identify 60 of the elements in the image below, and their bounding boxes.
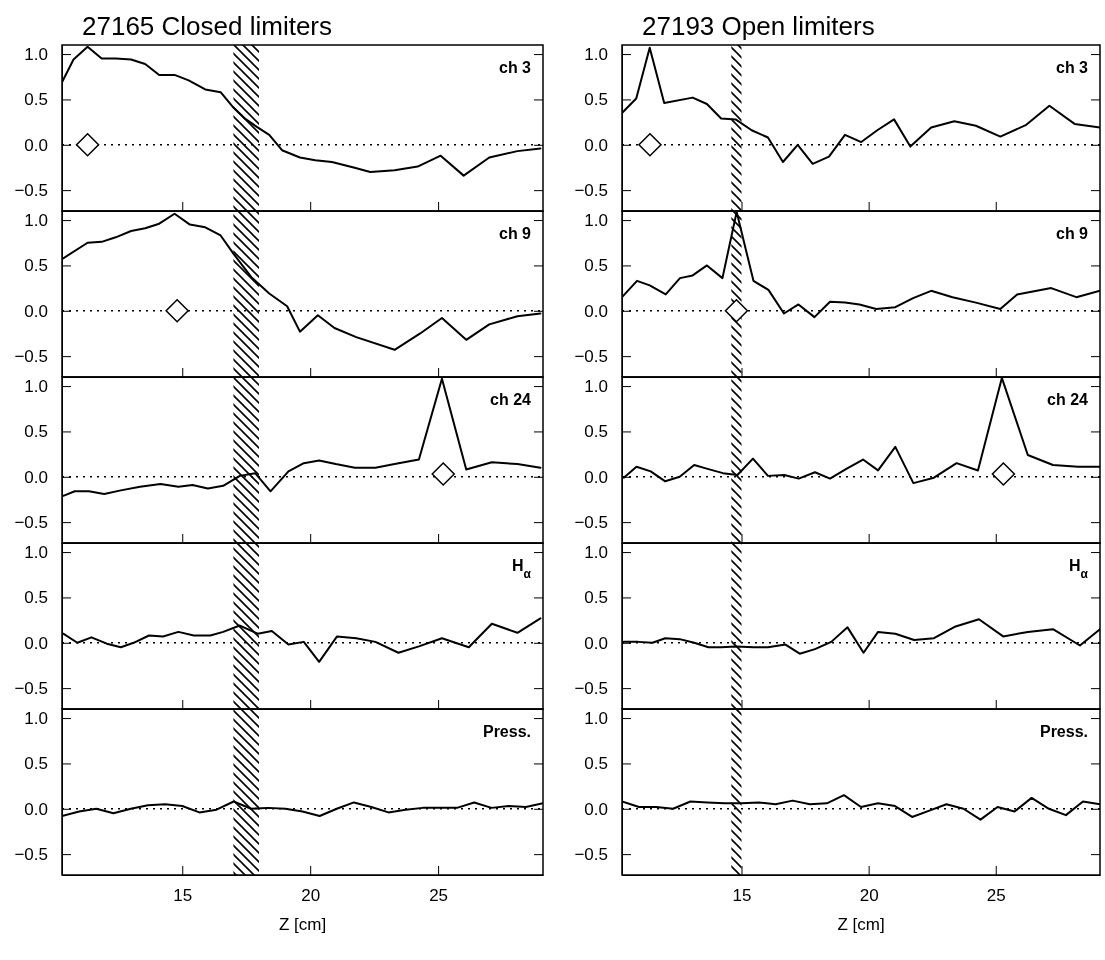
- x-tick-label: 25: [429, 886, 449, 906]
- x-tick-label: 15: [173, 886, 193, 906]
- y-tick-label: 1.0: [584, 211, 608, 231]
- y-tick-label: 1.0: [24, 211, 48, 231]
- y-tick-label: 0.5: [584, 90, 608, 110]
- x-tick-label: 20: [859, 886, 879, 906]
- y-tick-label: 0.0: [584, 633, 608, 653]
- y-tick-label: 0.0: [24, 799, 48, 819]
- y-tick-label: 0.0: [584, 135, 608, 155]
- y-tick-label: 0.5: [584, 256, 608, 276]
- y-tick-label: 0.0: [584, 301, 608, 321]
- y-tick-label: 1.0: [24, 45, 48, 65]
- y-tick-label: 0.5: [584, 754, 608, 774]
- annotation: Press.: [482, 723, 531, 740]
- y-tick-label: −0.5: [14, 845, 48, 865]
- annotation: H$_{α}$: [512, 557, 532, 581]
- y-tick-label: −0.5: [14, 181, 48, 201]
- x-axis-title: Z [cm]: [837, 915, 885, 934]
- y-tick-label: −0.5: [14, 679, 48, 699]
- y-tick-label: 1.0: [24, 543, 48, 563]
- y-tick-label: 1.0: [584, 45, 608, 65]
- annotation: ch 3: [498, 59, 532, 76]
- annotation: ch 24: [490, 391, 532, 408]
- y-tick-label: −0.5: [574, 845, 608, 865]
- annotation: ch 3: [1055, 59, 1089, 76]
- y-tick-label: 0.5: [24, 90, 48, 110]
- x-axis-title: Z [cm]: [278, 915, 327, 934]
- y-tick-label: 0.5: [24, 422, 48, 442]
- x-tick-label: 15: [732, 886, 752, 906]
- y-tick-label: 0.5: [24, 754, 48, 774]
- y-tick-label: 0.0: [24, 135, 48, 155]
- y-tick-label: −0.5: [574, 181, 608, 201]
- y-tick-label: 1.0: [584, 709, 608, 729]
- y-tick-label: 0.5: [24, 256, 48, 276]
- annotation: ch 9: [1055, 225, 1089, 242]
- y-tick-label: −0.5: [574, 513, 608, 533]
- x-tick-label: 25: [986, 886, 1006, 906]
- y-tick-label: −0.5: [574, 347, 608, 367]
- annotation: H$_{α}$: [1069, 557, 1089, 581]
- y-tick-label: 1.0: [584, 377, 608, 397]
- y-tick-label: 1.0: [24, 709, 48, 729]
- annotation: ch 24: [1047, 391, 1089, 408]
- y-tick-label: 1.0: [24, 377, 48, 397]
- y-tick-label: 0.0: [24, 633, 48, 653]
- y-tick-label: 0.0: [24, 467, 48, 487]
- annotation: ch 9: [498, 225, 532, 242]
- x-tick-label: 20: [301, 886, 321, 906]
- y-tick-label: 0.0: [584, 467, 608, 487]
- y-tick-label: 0.5: [24, 588, 48, 608]
- y-tick-label: 0.5: [584, 422, 608, 442]
- y-tick-label: −0.5: [14, 513, 48, 533]
- y-tick-label: 0.0: [584, 799, 608, 819]
- annotation: Press.: [1039, 723, 1088, 740]
- chart-title: 27193 Open limiters: [642, 11, 875, 41]
- y-tick-label: −0.5: [14, 347, 48, 367]
- chart-title: 27165 Closed limiters: [82, 11, 333, 41]
- y-tick-label: 1.0: [584, 543, 608, 563]
- y-tick-label: 0.5: [584, 588, 608, 608]
- y-tick-label: 0.0: [24, 301, 48, 321]
- y-tick-label: −0.5: [574, 679, 608, 699]
